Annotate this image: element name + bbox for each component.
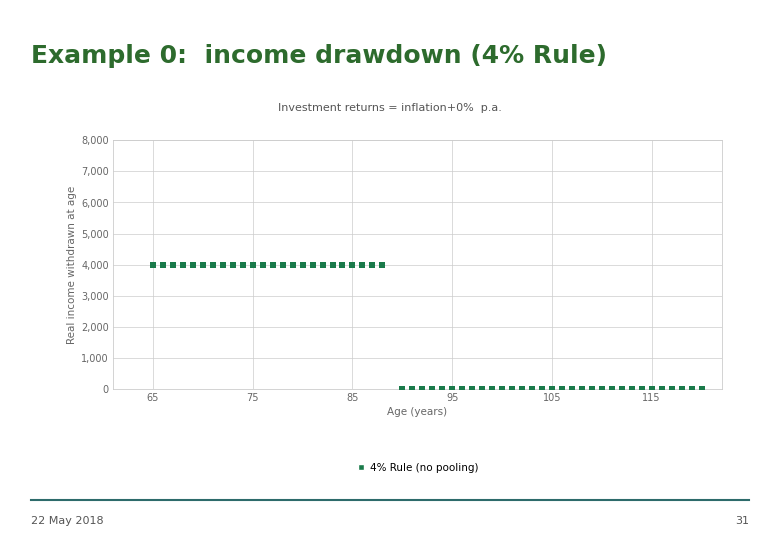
Point: [486, 384, 498, 393]
Point: [546, 384, 558, 393]
X-axis label: Age (years): Age (years): [387, 407, 448, 417]
Point: [436, 384, 448, 393]
Point: [615, 384, 628, 393]
Point: [167, 260, 179, 269]
Point: [555, 384, 568, 393]
Point: [596, 384, 608, 393]
Point: [317, 260, 329, 269]
Point: [476, 384, 488, 393]
Point: [307, 260, 319, 269]
Point: [505, 384, 518, 393]
Point: [626, 384, 638, 393]
Point: [177, 260, 190, 269]
Text: Example 0:  income drawdown (4% Rule): Example 0: income drawdown (4% Rule): [31, 44, 607, 68]
Point: [466, 384, 478, 393]
Point: [566, 384, 578, 393]
Point: [416, 384, 428, 393]
Point: [526, 384, 538, 393]
Point: [286, 260, 299, 269]
Point: [456, 384, 469, 393]
Point: [426, 384, 438, 393]
Point: [346, 260, 359, 269]
Point: [356, 260, 369, 269]
Point: [246, 260, 259, 269]
Point: [536, 384, 548, 393]
Point: [586, 384, 598, 393]
Point: [326, 260, 339, 269]
Point: [516, 384, 528, 393]
Y-axis label: Real income withdrawn at age: Real income withdrawn at age: [67, 185, 77, 344]
Point: [655, 384, 668, 393]
Point: [366, 260, 378, 269]
Text: 22 May 2018: 22 May 2018: [31, 516, 104, 526]
Point: [496, 384, 509, 393]
Point: [147, 260, 159, 269]
Point: [645, 384, 658, 393]
Legend: 4% Rule (no pooling): 4% Rule (no pooling): [352, 458, 483, 477]
Point: [267, 260, 279, 269]
Point: [226, 260, 239, 269]
Point: [217, 260, 229, 269]
Point: [406, 384, 419, 393]
Point: [276, 260, 289, 269]
Point: [236, 260, 249, 269]
Point: [336, 260, 349, 269]
Point: [665, 384, 678, 393]
Point: [605, 384, 618, 393]
Point: [257, 260, 269, 269]
Point: [376, 260, 388, 269]
Point: [636, 384, 648, 393]
Point: [576, 384, 588, 393]
Point: [197, 260, 209, 269]
Text: 31: 31: [735, 516, 749, 526]
Text: Investment returns = inflation+0%  p.a.: Investment returns = inflation+0% p.a.: [278, 103, 502, 113]
Point: [396, 384, 409, 393]
Point: [446, 384, 459, 393]
Point: [186, 260, 199, 269]
Point: [695, 384, 707, 393]
Point: [157, 260, 169, 269]
Point: [675, 384, 688, 393]
Point: [686, 384, 698, 393]
Point: [207, 260, 219, 269]
Point: [296, 260, 309, 269]
